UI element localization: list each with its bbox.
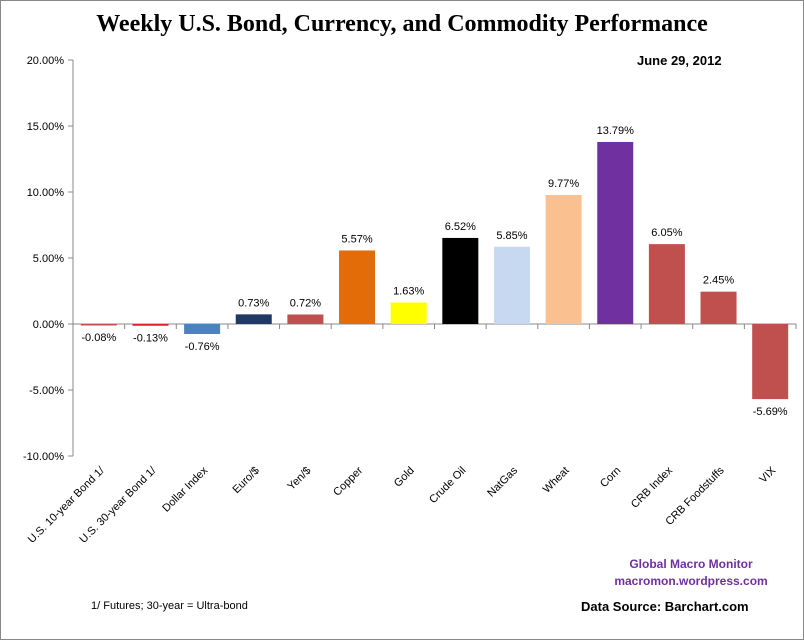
bar bbox=[752, 324, 789, 400]
bar bbox=[287, 314, 324, 324]
bar bbox=[700, 291, 737, 324]
x-tick-label: Copper bbox=[331, 464, 365, 498]
data-label: 13.79% bbox=[597, 125, 635, 137]
data-label: 0.73% bbox=[238, 297, 269, 309]
chart-date: June 29, 2012 bbox=[637, 53, 722, 68]
bar bbox=[442, 237, 479, 324]
data-source: Data Source: Barchart.com bbox=[581, 599, 749, 614]
y-tick-label: -5.00% bbox=[29, 385, 64, 397]
data-label: 6.05% bbox=[651, 227, 682, 239]
credit: Global Macro Monitor macromon.wordpress.c… bbox=[591, 556, 791, 590]
footnote: 1/ Futures; 30-year = Ultra-bond bbox=[91, 600, 248, 612]
data-label: 6.52% bbox=[445, 221, 476, 233]
credit-line1: Global Macro Monitor bbox=[629, 557, 753, 571]
bar bbox=[132, 324, 169, 326]
data-label: -0.13% bbox=[133, 333, 168, 345]
y-tick-label: 20.00% bbox=[27, 55, 65, 67]
x-tick-label: NatGas bbox=[485, 464, 520, 499]
x-tick-label: Crude Oil bbox=[427, 465, 468, 506]
y-tick-label: 5.00% bbox=[33, 253, 64, 265]
x-tick-label: CRB Index bbox=[629, 464, 675, 510]
data-label: 0.72% bbox=[290, 297, 321, 309]
x-tick-label: Wheat bbox=[541, 465, 572, 496]
y-tick-label: -10.00% bbox=[23, 451, 64, 463]
bar bbox=[339, 250, 376, 324]
data-label: 5.85% bbox=[496, 230, 527, 242]
data-label: -0.76% bbox=[185, 341, 220, 353]
bar bbox=[545, 195, 582, 324]
data-label: 9.77% bbox=[548, 178, 579, 190]
bar bbox=[597, 141, 634, 324]
x-tick-label: Gold bbox=[392, 465, 417, 490]
x-tick-label: Corn bbox=[598, 465, 623, 490]
chart-title: Weekly U.S. Bond, Currency, and Commodit… bbox=[96, 11, 708, 37]
data-label: 2.45% bbox=[703, 275, 734, 287]
data-label: -0.08% bbox=[81, 332, 116, 344]
data-label: 5.57% bbox=[341, 233, 372, 245]
bar bbox=[80, 324, 117, 326]
bar bbox=[648, 244, 685, 324]
credit-line2: macromon.wordpress.com bbox=[614, 574, 768, 588]
bar bbox=[184, 324, 221, 335]
y-tick-label: 10.00% bbox=[27, 187, 65, 199]
data-label: 1.63% bbox=[393, 285, 424, 297]
data-label: -5.69% bbox=[753, 406, 788, 418]
x-tick-label: Euro/$ bbox=[230, 465, 261, 496]
x-tick-label: Yen/$ bbox=[285, 465, 313, 493]
y-tick-label: 0.00% bbox=[33, 319, 64, 331]
bar bbox=[493, 246, 530, 324]
bar bbox=[235, 314, 272, 324]
x-tick-label: VIX bbox=[757, 464, 778, 485]
y-tick-label: 15.00% bbox=[27, 121, 65, 133]
bar bbox=[390, 302, 427, 324]
x-tick-label: Dollar Index bbox=[160, 464, 210, 514]
